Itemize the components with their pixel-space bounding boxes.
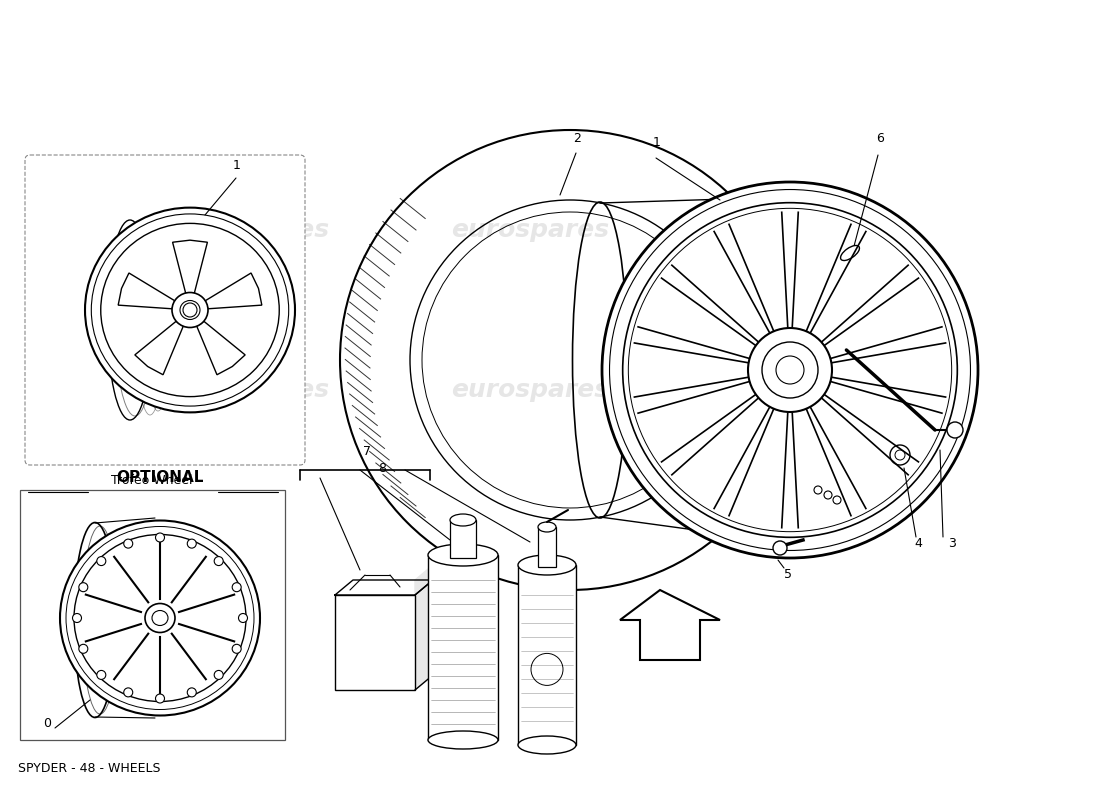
Text: 4: 4 [914, 537, 922, 550]
Text: 0: 0 [43, 717, 51, 730]
Polygon shape [135, 322, 184, 374]
Text: 5: 5 [784, 568, 792, 581]
Ellipse shape [85, 208, 295, 412]
Text: eurospares: eurospares [701, 378, 859, 402]
Circle shape [214, 670, 223, 679]
Circle shape [232, 582, 241, 592]
Ellipse shape [152, 610, 168, 626]
Circle shape [214, 557, 223, 566]
Circle shape [947, 422, 962, 438]
Text: OPTIONAL: OPTIONAL [117, 470, 204, 485]
Ellipse shape [518, 736, 576, 754]
Text: 1: 1 [233, 159, 241, 172]
Text: eurospares: eurospares [170, 218, 329, 242]
Ellipse shape [145, 603, 175, 633]
Text: SPYDER - 48 - WHEELS: SPYDER - 48 - WHEELS [18, 762, 161, 775]
Circle shape [623, 202, 957, 538]
Circle shape [232, 644, 241, 654]
Ellipse shape [518, 555, 576, 575]
Ellipse shape [428, 544, 498, 566]
Circle shape [776, 356, 804, 384]
Circle shape [79, 582, 88, 592]
Text: 2: 2 [573, 132, 581, 145]
Polygon shape [118, 273, 175, 309]
Text: eurospares: eurospares [170, 378, 329, 402]
Ellipse shape [101, 223, 279, 397]
Ellipse shape [538, 522, 556, 532]
Polygon shape [206, 273, 262, 309]
Circle shape [123, 688, 133, 697]
Circle shape [762, 342, 818, 398]
Ellipse shape [74, 534, 246, 702]
Circle shape [73, 614, 81, 622]
FancyBboxPatch shape [25, 155, 305, 465]
Circle shape [187, 688, 196, 697]
Circle shape [824, 491, 832, 499]
Text: 1: 1 [653, 136, 661, 149]
Circle shape [773, 541, 786, 555]
Circle shape [97, 557, 106, 566]
Bar [538, 527, 556, 567]
Bar [518, 565, 576, 745]
Circle shape [155, 694, 165, 703]
Ellipse shape [60, 521, 260, 715]
Circle shape [890, 445, 910, 465]
Text: 7: 7 [363, 445, 371, 458]
FancyBboxPatch shape [20, 490, 285, 740]
Text: 8: 8 [378, 462, 386, 475]
Circle shape [187, 539, 196, 548]
Bar [428, 555, 498, 740]
Circle shape [97, 670, 106, 679]
Circle shape [123, 539, 133, 548]
Circle shape [239, 614, 248, 622]
Ellipse shape [450, 514, 476, 526]
Polygon shape [197, 322, 245, 374]
Text: 6: 6 [876, 132, 884, 145]
Circle shape [79, 644, 88, 654]
Ellipse shape [840, 246, 859, 261]
Ellipse shape [180, 301, 200, 319]
Polygon shape [620, 590, 721, 660]
Text: eurospares: eurospares [451, 218, 609, 242]
Ellipse shape [428, 731, 498, 749]
Polygon shape [415, 565, 433, 690]
Text: Trofeo Wheel: Trofeo Wheel [111, 474, 192, 487]
Text: eurospares: eurospares [701, 218, 859, 242]
Bar [336, 595, 415, 690]
Text: 3: 3 [948, 537, 956, 550]
Text: eurospares: eurospares [451, 378, 609, 402]
Circle shape [833, 496, 842, 504]
Circle shape [814, 486, 822, 494]
Circle shape [155, 533, 165, 542]
Bar [450, 520, 476, 558]
Polygon shape [173, 240, 208, 293]
Ellipse shape [172, 293, 208, 327]
Circle shape [748, 328, 832, 412]
Circle shape [602, 182, 978, 558]
Circle shape [183, 303, 197, 317]
